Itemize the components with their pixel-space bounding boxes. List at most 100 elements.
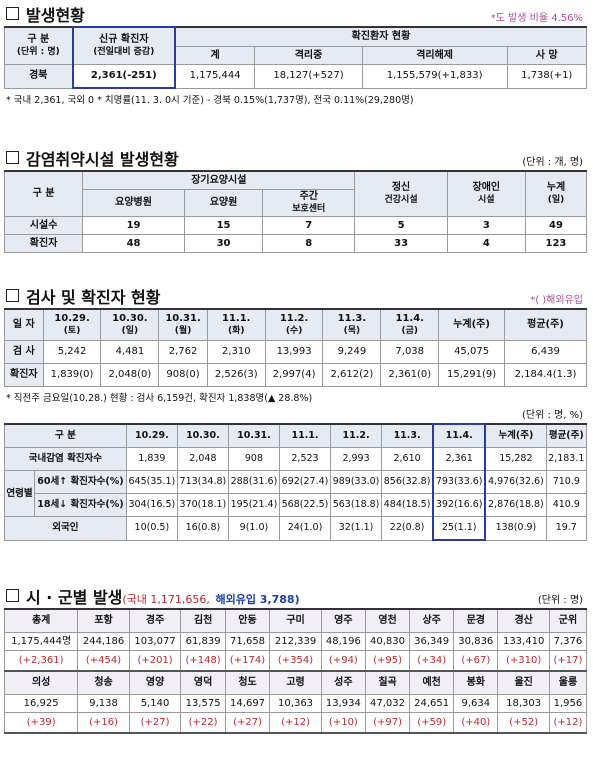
table-cell: (+22) [180, 712, 226, 734]
table-cell: 195(21.4) [227, 493, 280, 517]
table-cell: 793(33.6) [432, 470, 487, 494]
cell-line: (월) [174, 326, 192, 336]
table-cell: 484(18.5) [381, 493, 434, 517]
table-cell: 9,138 [77, 694, 130, 713]
cell-line: (전일대비 증감) [93, 47, 155, 57]
unit: (단위 : 개, 명) [522, 157, 583, 168]
table-cell: 710.9 [545, 470, 588, 494]
table-cell: 2,997(4) [264, 363, 324, 387]
table-cell: 713(34.8) [176, 470, 229, 494]
table-cell: 2,762 [158, 340, 208, 364]
table-cell: 15,282 [484, 447, 547, 471]
table-cell: 격리중 [254, 46, 363, 65]
table-cell: 누계(주) [484, 423, 547, 448]
table-cell: (+148) [180, 650, 226, 672]
table-cell: 9,249 [322, 340, 382, 364]
table-cell: 2,993 [330, 447, 383, 471]
table-cell: 평균(주) [504, 308, 587, 341]
table-cell: 2,523 [278, 447, 332, 471]
table-cell: 군위 [548, 608, 588, 633]
table-cell: 13,934 [320, 694, 366, 713]
table-cell: 예천 [409, 670, 455, 695]
table-cell: 15 [183, 216, 264, 235]
cell-line: (일) [121, 326, 139, 336]
table-cell: 645(35.1) [125, 470, 178, 494]
cell-line: (수) [285, 326, 303, 336]
section-facilities: 감염취약시설 발생현황 (단위 : 개, 명) 구 분 장기요양시설 정신 건강시설 장… [3, 146, 588, 253]
table-cell: (+97) [364, 712, 411, 734]
table-cell: 18세↓ 확진자수(%) [34, 493, 127, 517]
table-cell: (+12) [269, 712, 322, 734]
domestic: (국내 1,171,656, [122, 593, 210, 606]
table-cell: 계 [174, 46, 256, 65]
table-cell: 25(1.1) [432, 516, 487, 541]
table-cell: 2,361(0) [380, 363, 440, 387]
table-row: (+2,361) (+454) (+201) (+148) (+174) (+354) (+… [3, 650, 588, 672]
table-cell: 370(18.1) [176, 493, 229, 517]
cell-line: 보호센터 [292, 204, 326, 214]
table-cell: 1,175,444명 [3, 632, 79, 651]
cell-line: (토) [63, 326, 81, 336]
table-cell: 10.31. (월) [158, 308, 208, 341]
table-cell: 2,048(0) [100, 363, 160, 387]
table-cell: 검 사 [4, 340, 44, 364]
table-cell: 22(0.8) [381, 516, 434, 541]
table-cell: 32(1.1) [330, 516, 383, 541]
table-row: 구 분 장기요양시설 정신 건강시설 장애인 시설 누계 (일) [3, 170, 588, 217]
table-row: 계 격리중 격리해제 사 망 [5, 46, 587, 65]
table-cell: 1,155,579(+1,833) [361, 64, 508, 89]
table-cell: 일 자 [4, 308, 44, 341]
table-cell: 13,575 [180, 694, 226, 713]
table-cell: 2,526(3) [206, 363, 266, 387]
table-cell: 18,303 [497, 694, 550, 713]
table-cell: 14,697 [224, 694, 271, 713]
table-cell: 경산 [497, 608, 550, 633]
table-cell: 71,658 [224, 632, 271, 651]
table-cell: 16(0.8) [176, 516, 229, 541]
table-row: 시설수 19 15 7 5 3 49 [3, 216, 588, 235]
table-cell: 정신 건강시설 [354, 170, 448, 217]
table-cell: 9(1.0) [227, 516, 280, 541]
table-cell: 울진 [497, 670, 550, 695]
table-cell: 2,612(2) [322, 363, 382, 387]
table-cell: 의성 [3, 670, 79, 695]
table-row: 연령별 60세↑ 확진자수(%) 645(35.1) 713(34.8) 288(31.… [3, 470, 588, 517]
table-cell: 19 [82, 216, 185, 235]
table-cell: 11.3. (목) [322, 308, 382, 341]
table-cell: (+354) [269, 650, 322, 672]
table-cell: 신규 확진자 (전일대비 증감) [71, 26, 176, 65]
table-cell: 19.7 [545, 516, 588, 541]
table-cell: 8 [262, 234, 356, 253]
cell-line: (일) [547, 195, 565, 205]
table-cell: 244,186 [77, 632, 130, 651]
table-cell: 영천 [364, 608, 411, 633]
table-cell: 2,876(18.8) [484, 493, 547, 517]
table-cell: 47,032 [364, 694, 411, 713]
section-title: 시 · 군별 발생(국내 1,171,656, 해외유입 3,788) [26, 584, 300, 608]
table-cell: 국내감염 확진자수 [4, 447, 127, 471]
table-cell: 133,410 [497, 632, 550, 651]
table-cell: 6,439 [504, 340, 587, 364]
table-cell: 김천 [180, 608, 226, 633]
table-cell: 확진자 [4, 363, 44, 387]
table-cell: 누계(주) [438, 308, 505, 341]
table-cell: 청송 [77, 670, 130, 695]
table-cell: 288(31.6) [227, 470, 280, 494]
note: *( )해외유입 [530, 295, 583, 306]
table-cell: 영주 [320, 608, 366, 633]
section-title: 검사 및 확진자 현황 [26, 288, 161, 307]
table-cell: 상주 [409, 608, 455, 633]
table-cell: 11.3. [381, 423, 434, 448]
table-row: 확진자 48 30 8 33 4 123 [3, 234, 588, 253]
table-cell: 856(32.8) [381, 470, 434, 494]
table-cell: 11.4. (금) [380, 308, 440, 341]
table-cell: 304(16.5) [125, 493, 178, 517]
footnote: * 국내 2,361, 국외 0 * 치명률(11. 3. 0시 기준) - 경… [6, 95, 414, 106]
cell-line: (금) [401, 326, 418, 336]
cell-line: (단위 : 명) [16, 47, 60, 57]
cell-line: 구 분 [27, 34, 50, 45]
table-cell: 11.1. [278, 423, 332, 448]
table-cell: 13,993 [264, 340, 324, 364]
footnote: * 직전주 금요일(10.28.) 현황 : 검사 6,159건, 확진자 1,… [6, 393, 313, 404]
table-cell: (+40) [453, 712, 499, 734]
